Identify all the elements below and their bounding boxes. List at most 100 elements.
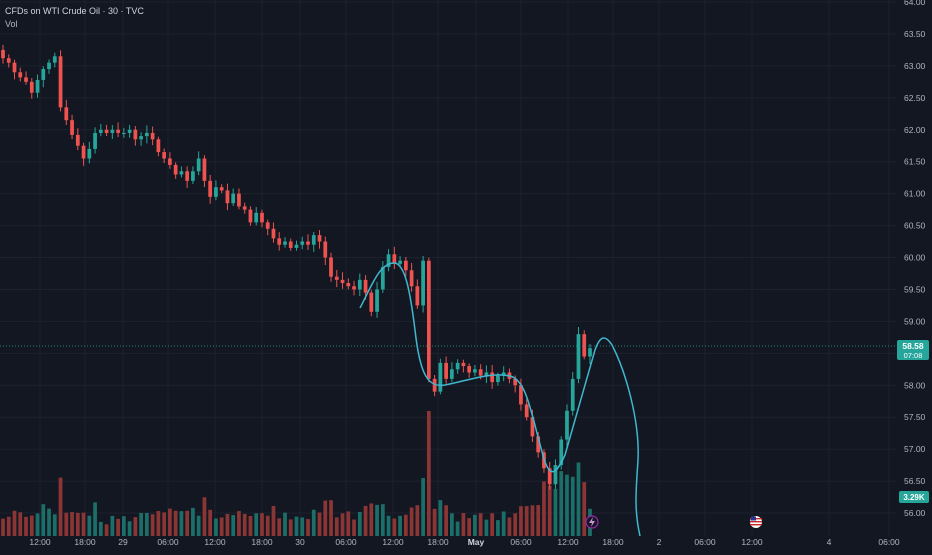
time-tick-label: 2 xyxy=(657,537,662,547)
volume-bar xyxy=(208,509,213,536)
candle-body xyxy=(496,375,500,383)
candle-body xyxy=(168,158,172,165)
volume-bar xyxy=(334,517,339,536)
candle-body xyxy=(369,292,374,312)
candle-body xyxy=(242,206,247,210)
time-tick-label: 4 xyxy=(827,537,832,547)
price-axis[interactable]: 64.00 63.50 63.00 62.50 62.00 61.50 61.00 60.50… xyxy=(904,0,926,518)
price-tick-label: 57.50 xyxy=(904,412,926,422)
volume-bar xyxy=(501,511,506,536)
candle-body xyxy=(81,145,86,159)
candle-body xyxy=(530,417,535,437)
price-tick-label: 61.00 xyxy=(904,189,926,199)
candle-body xyxy=(357,279,362,290)
volume-bar xyxy=(513,513,518,536)
candle-body xyxy=(473,369,477,373)
candle-body xyxy=(380,267,385,290)
candle-body xyxy=(248,209,253,223)
candle-body xyxy=(75,134,80,146)
candle-body xyxy=(501,372,506,376)
candle-body xyxy=(156,139,161,153)
volume-bar xyxy=(553,488,558,536)
symbol-title[interactable]: CFDs on WTI Crude Oil · 30 · TVC xyxy=(5,6,144,16)
volume-bar xyxy=(47,508,51,536)
volume-bar xyxy=(196,515,201,536)
candle-body xyxy=(323,241,328,258)
candle-body xyxy=(306,241,310,245)
volume-bar xyxy=(317,512,322,536)
candle-body xyxy=(1,49,5,59)
candle-body xyxy=(346,283,351,287)
volume-bar xyxy=(519,506,523,536)
volume-bar xyxy=(133,517,138,536)
volume-bar xyxy=(352,519,356,536)
volume-bar xyxy=(582,482,587,536)
candle-body xyxy=(490,372,495,383)
candle-body xyxy=(254,212,259,223)
volume-bar xyxy=(576,462,581,536)
volume-bar xyxy=(185,510,190,536)
volume-bar xyxy=(214,518,218,536)
candle-body xyxy=(363,279,368,293)
time-axis[interactable]: 12:00 18:00 29 06:00 12:00 18:00 30 06:00 12:00 1… xyxy=(29,537,900,547)
candle-body xyxy=(116,129,120,133)
candle-body xyxy=(352,286,356,290)
last-price-badge: 58.58 07:08 xyxy=(897,340,929,360)
volume-bar xyxy=(162,512,167,536)
volume-bar xyxy=(415,505,420,536)
price-tick-label: 59.00 xyxy=(904,316,926,326)
volume-bar xyxy=(340,513,345,536)
volume-bar xyxy=(70,512,74,536)
volume-bar xyxy=(127,521,132,536)
volume-bar xyxy=(139,512,143,536)
volume-bar xyxy=(75,512,80,536)
drawn-curve[interactable] xyxy=(359,262,641,537)
volume-bar xyxy=(426,411,431,536)
price-tick-label: 64.00 xyxy=(904,0,926,7)
volume-bar xyxy=(432,508,437,536)
candle-body xyxy=(133,129,138,140)
volume-bar xyxy=(542,481,546,536)
time-tick-label: 12:00 xyxy=(29,537,51,547)
volume-bar xyxy=(421,478,425,536)
candle-body xyxy=(6,58,11,63)
time-tick-label: 12:00 xyxy=(382,537,404,547)
candle-body xyxy=(334,276,339,280)
us-flag-icon[interactable] xyxy=(750,516,762,528)
volume-bar xyxy=(444,505,448,536)
lightning-icon[interactable] xyxy=(585,515,599,529)
volume-bar xyxy=(6,516,11,536)
volume-bar xyxy=(145,512,149,536)
volume-bar xyxy=(93,502,97,536)
candle-body xyxy=(47,62,51,70)
volume-bar xyxy=(369,503,374,536)
volume-bar xyxy=(225,513,230,536)
volume-bar xyxy=(478,513,483,536)
candle-body xyxy=(219,187,224,191)
volume-bar xyxy=(265,515,270,536)
time-tick-label: 18:00 xyxy=(74,537,96,547)
candle-body xyxy=(127,129,132,133)
candle-body xyxy=(139,136,143,140)
candle-body xyxy=(145,132,149,137)
time-tick-label: 06:00 xyxy=(694,537,716,547)
volume-value: 3.29K xyxy=(903,493,925,502)
volume-indicator-label[interactable]: Vol xyxy=(5,19,18,29)
volume-bar xyxy=(357,511,362,536)
price-tick-label: 62.00 xyxy=(904,125,926,135)
volume-bar xyxy=(484,519,489,536)
candle-body xyxy=(317,235,322,242)
volume-bar xyxy=(173,510,178,536)
grid xyxy=(0,0,896,536)
candle-body xyxy=(58,56,63,108)
volume-bar xyxy=(29,515,34,536)
volume-bar xyxy=(570,476,575,536)
candle-body xyxy=(547,468,552,485)
candle-body xyxy=(271,228,276,239)
volume-bar xyxy=(490,513,495,536)
candle-body xyxy=(265,222,270,229)
volume-bar xyxy=(104,524,109,536)
candle-body xyxy=(208,180,213,197)
